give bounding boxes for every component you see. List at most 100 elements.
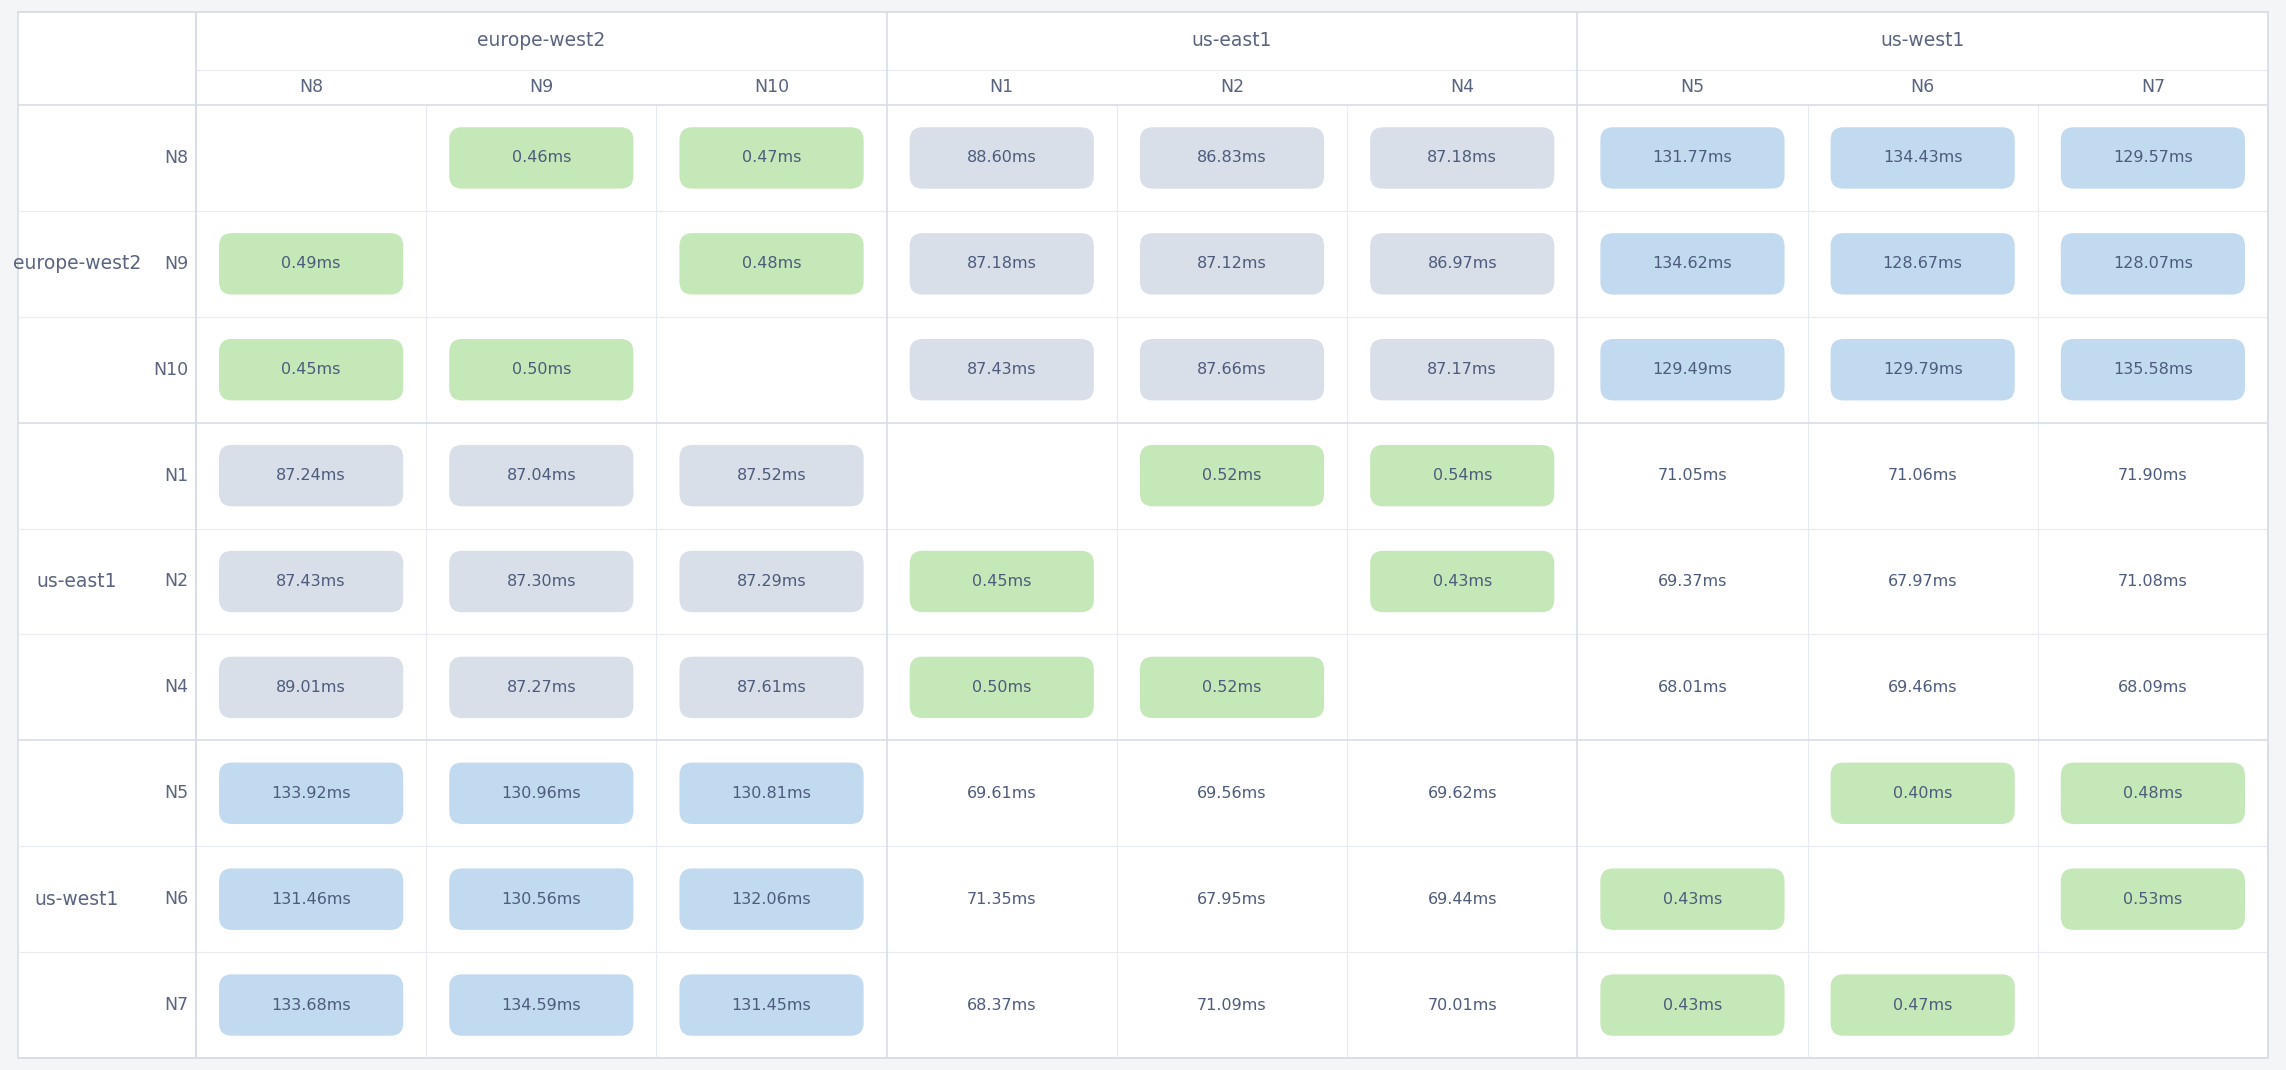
Text: 129.57ms: 129.57ms <box>2112 151 2192 166</box>
Text: N9: N9 <box>165 255 187 273</box>
Text: 0.50ms: 0.50ms <box>972 679 1031 694</box>
FancyBboxPatch shape <box>219 657 402 718</box>
FancyBboxPatch shape <box>910 551 1095 612</box>
Text: us-west1: us-west1 <box>34 889 119 908</box>
Text: 87.61ms: 87.61ms <box>736 679 807 694</box>
FancyBboxPatch shape <box>679 445 864 506</box>
Text: 134.43ms: 134.43ms <box>1884 151 1961 166</box>
Text: N1: N1 <box>990 78 1013 96</box>
FancyBboxPatch shape <box>1831 763 2014 824</box>
Bar <box>1577 12 2268 105</box>
FancyBboxPatch shape <box>1141 339 1324 400</box>
Text: 128.67ms: 128.67ms <box>1884 257 1964 272</box>
Text: 135.58ms: 135.58ms <box>2112 363 2192 378</box>
Text: 0.49ms: 0.49ms <box>281 257 341 272</box>
Text: 87.43ms: 87.43ms <box>967 363 1036 378</box>
FancyBboxPatch shape <box>1600 233 1785 294</box>
Text: us-east1: us-east1 <box>1191 31 1273 50</box>
Text: 0.40ms: 0.40ms <box>1893 785 1952 800</box>
Text: N7: N7 <box>2140 78 2165 96</box>
Text: 67.97ms: 67.97ms <box>1888 574 1957 588</box>
Text: 129.79ms: 129.79ms <box>1884 363 1964 378</box>
FancyBboxPatch shape <box>1369 445 1554 506</box>
Text: 87.17ms: 87.17ms <box>1426 363 1497 378</box>
Text: N2: N2 <box>165 572 187 591</box>
FancyBboxPatch shape <box>1600 339 1785 400</box>
Text: N6: N6 <box>165 890 187 908</box>
FancyBboxPatch shape <box>18 12 2268 1058</box>
Text: 0.43ms: 0.43ms <box>1662 997 1721 1012</box>
Text: 87.18ms: 87.18ms <box>967 257 1038 272</box>
FancyBboxPatch shape <box>1831 975 2014 1036</box>
FancyBboxPatch shape <box>2060 127 2245 188</box>
FancyBboxPatch shape <box>2060 339 2245 400</box>
Text: 0.45ms: 0.45ms <box>281 363 341 378</box>
FancyBboxPatch shape <box>450 975 633 1036</box>
FancyBboxPatch shape <box>1369 339 1554 400</box>
Text: N7: N7 <box>165 996 187 1014</box>
FancyBboxPatch shape <box>1141 657 1324 718</box>
Text: 0.48ms: 0.48ms <box>741 257 802 272</box>
FancyBboxPatch shape <box>450 657 633 718</box>
Text: N4: N4 <box>1449 78 1474 96</box>
Text: 0.45ms: 0.45ms <box>972 574 1031 588</box>
Text: 70.01ms: 70.01ms <box>1426 997 1497 1012</box>
Text: 87.24ms: 87.24ms <box>277 468 345 484</box>
Text: 0.53ms: 0.53ms <box>2124 891 2183 906</box>
Text: N1: N1 <box>165 467 187 485</box>
Text: 0.52ms: 0.52ms <box>1202 468 1262 484</box>
FancyBboxPatch shape <box>450 763 633 824</box>
Text: 134.59ms: 134.59ms <box>501 997 581 1012</box>
Text: 71.06ms: 71.06ms <box>1888 468 1957 484</box>
FancyBboxPatch shape <box>1369 551 1554 612</box>
FancyBboxPatch shape <box>1141 127 1324 188</box>
Text: 69.56ms: 69.56ms <box>1198 785 1266 800</box>
FancyBboxPatch shape <box>679 657 864 718</box>
Text: europe-west2: europe-west2 <box>14 255 142 273</box>
FancyBboxPatch shape <box>2060 869 2245 930</box>
Text: 71.35ms: 71.35ms <box>967 891 1036 906</box>
FancyBboxPatch shape <box>1600 127 1785 188</box>
Text: 130.96ms: 130.96ms <box>501 785 581 800</box>
Text: 68.01ms: 68.01ms <box>1657 679 1728 694</box>
FancyBboxPatch shape <box>1141 233 1324 294</box>
Text: 69.37ms: 69.37ms <box>1657 574 1728 588</box>
FancyBboxPatch shape <box>1369 233 1554 294</box>
FancyBboxPatch shape <box>1369 127 1554 188</box>
Text: 87.27ms: 87.27ms <box>507 679 576 694</box>
Text: 0.46ms: 0.46ms <box>512 151 572 166</box>
Text: 133.68ms: 133.68ms <box>272 997 352 1012</box>
Text: N2: N2 <box>1221 78 1244 96</box>
Text: 131.77ms: 131.77ms <box>1653 151 1733 166</box>
Text: 87.43ms: 87.43ms <box>277 574 345 588</box>
FancyBboxPatch shape <box>910 233 1095 294</box>
Text: N5: N5 <box>165 784 187 802</box>
Text: 132.06ms: 132.06ms <box>732 891 812 906</box>
Text: 88.60ms: 88.60ms <box>967 151 1036 166</box>
FancyBboxPatch shape <box>679 975 864 1036</box>
Text: 0.43ms: 0.43ms <box>1433 574 1493 588</box>
FancyBboxPatch shape <box>450 127 633 188</box>
Text: 71.08ms: 71.08ms <box>2119 574 2188 588</box>
Text: N10: N10 <box>153 361 187 379</box>
Text: 69.46ms: 69.46ms <box>1888 679 1957 694</box>
Text: N5: N5 <box>1680 78 1705 96</box>
Text: 0.47ms: 0.47ms <box>743 151 802 166</box>
FancyBboxPatch shape <box>450 869 633 930</box>
Bar <box>887 12 1577 105</box>
Text: 131.45ms: 131.45ms <box>732 997 812 1012</box>
Text: 87.52ms: 87.52ms <box>736 468 807 484</box>
Text: 67.95ms: 67.95ms <box>1198 891 1266 906</box>
FancyBboxPatch shape <box>2060 763 2245 824</box>
FancyBboxPatch shape <box>1600 975 1785 1036</box>
Text: N10: N10 <box>754 78 789 96</box>
Text: 86.83ms: 86.83ms <box>1198 151 1266 166</box>
Text: N8: N8 <box>299 78 322 96</box>
Text: 68.37ms: 68.37ms <box>967 997 1036 1012</box>
FancyBboxPatch shape <box>219 233 402 294</box>
Text: 0.52ms: 0.52ms <box>1202 679 1262 694</box>
Text: 0.50ms: 0.50ms <box>512 363 572 378</box>
Text: 89.01ms: 89.01ms <box>277 679 345 694</box>
FancyBboxPatch shape <box>910 657 1095 718</box>
Text: 131.46ms: 131.46ms <box>272 891 352 906</box>
